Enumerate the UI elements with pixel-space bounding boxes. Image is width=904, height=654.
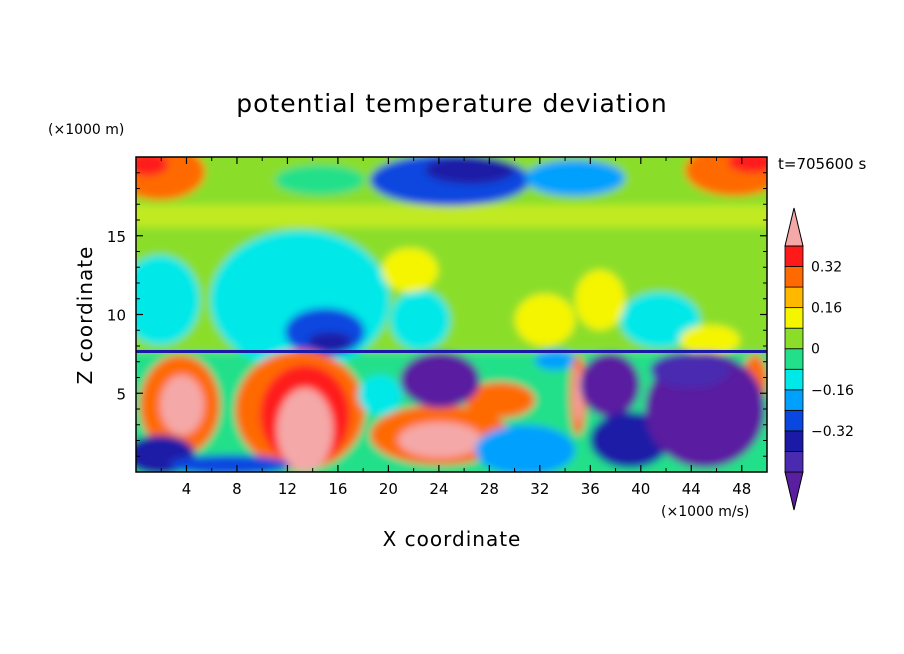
warm-mid-3 bbox=[575, 270, 625, 330]
time-label: t=705600 s bbox=[778, 155, 866, 173]
colorbar-high-arrow bbox=[784, 207, 804, 247]
cool-top-mid bbox=[275, 165, 365, 195]
chart-title: potential temperature deviation bbox=[236, 89, 667, 118]
warm-mid-4 bbox=[680, 325, 740, 355]
x-axis-label: X coordinate bbox=[383, 527, 522, 551]
colorbar-tick-label: −0.32 bbox=[811, 424, 854, 440]
colorbar-band bbox=[784, 266, 804, 288]
y-tick-label: 15 bbox=[107, 228, 126, 246]
colorbar-band bbox=[784, 430, 804, 452]
warm-plume-core bbox=[277, 388, 333, 472]
contour-field bbox=[136, 157, 767, 472]
x-tick-label: 20 bbox=[379, 480, 398, 498]
warm-corner-left-core bbox=[136, 157, 168, 176]
colorbar-band bbox=[784, 348, 804, 370]
colorbar-tick-label: 0.32 bbox=[811, 260, 842, 276]
x-tick-label: 12 bbox=[278, 480, 297, 498]
x-tick-label: 48 bbox=[732, 480, 751, 498]
cool-low-right bbox=[535, 350, 575, 370]
colorbar-band bbox=[784, 307, 804, 329]
colorbar-band bbox=[784, 368, 804, 391]
y-tick-label: 10 bbox=[107, 307, 126, 325]
warm-corner-right-core bbox=[728, 157, 767, 173]
x-tick-label: 36 bbox=[581, 480, 600, 498]
cold-low-c1 bbox=[400, 352, 480, 408]
cool-low-mid bbox=[358, 375, 402, 415]
cold-top-center-core bbox=[425, 157, 515, 184]
x-tick-label: 32 bbox=[530, 480, 549, 498]
colorbar-band bbox=[784, 327, 804, 350]
inversion-line bbox=[136, 350, 767, 353]
top-yellow-band bbox=[136, 205, 767, 227]
warm-low-center-b bbox=[465, 382, 535, 418]
cold-low-band bbox=[170, 455, 290, 472]
y-unit-label: (×1000 m) bbox=[48, 122, 124, 138]
colorbar-band bbox=[784, 451, 804, 473]
colorbar-band bbox=[784, 245, 804, 267]
colorbar-band bbox=[784, 286, 804, 309]
warm-left-core bbox=[160, 375, 204, 435]
y-axis-label: Z coordinate bbox=[73, 246, 97, 385]
x-axis-ticks: 4 8 12 16 20 24 28 32 36 40 44 48 bbox=[160, 157, 751, 498]
x-unit-label: (×1000 m/s) bbox=[661, 504, 749, 520]
plot-field bbox=[136, 157, 767, 472]
colorbar-tick-label: 0.16 bbox=[811, 301, 842, 317]
warm-corner-right bbox=[685, 157, 767, 196]
warm-mid-1 bbox=[515, 294, 575, 346]
cool-mid bbox=[390, 290, 450, 350]
colorbar-band bbox=[784, 389, 804, 411]
colorbar-band bbox=[784, 409, 804, 432]
x-tick-label: 44 bbox=[682, 480, 701, 498]
colorbar-tick-label: −0.16 bbox=[811, 383, 854, 399]
x-tick-label: 8 bbox=[232, 480, 242, 498]
x-tick-label: 16 bbox=[328, 480, 347, 498]
cold-low-c6 bbox=[650, 352, 730, 388]
y-tick-label: 5 bbox=[116, 385, 126, 403]
y-axis-ticks: 5 10 15 bbox=[107, 172, 767, 457]
colorbar-tick-label: 0 bbox=[811, 342, 820, 358]
warm-mid-2 bbox=[382, 248, 438, 292]
warm-low-center-core bbox=[398, 422, 482, 458]
x-tick-label: 24 bbox=[429, 480, 448, 498]
cold-low-c3 bbox=[580, 353, 640, 417]
cold-low-c2 bbox=[475, 425, 575, 472]
cool-left bbox=[136, 255, 200, 345]
colorbar: −0.32 −0.16 0 0.16 0.32 bbox=[784, 207, 854, 511]
x-tick-label: 28 bbox=[480, 480, 499, 498]
cold-top-right bbox=[525, 160, 625, 196]
cool-right bbox=[620, 292, 700, 348]
colorbar-low-arrow bbox=[784, 471, 804, 511]
warm-streak-core bbox=[574, 367, 582, 423]
x-tick-label: 4 bbox=[182, 480, 192, 498]
cold-dome-deep bbox=[308, 332, 352, 352]
x-tick-label: 40 bbox=[631, 480, 650, 498]
